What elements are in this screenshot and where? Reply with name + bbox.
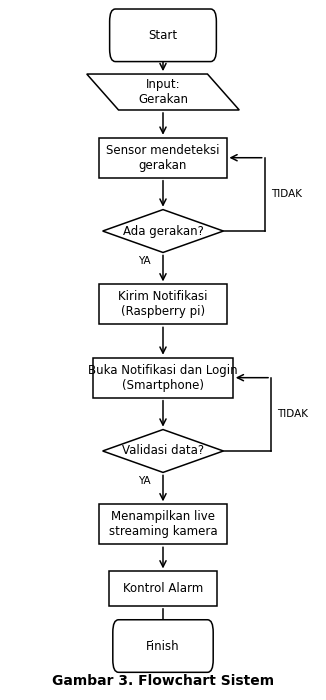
Polygon shape <box>87 74 239 110</box>
Text: Input:
Gerakan: Input: Gerakan <box>138 78 188 106</box>
Text: Validasi data?: Validasi data? <box>122 444 204 458</box>
FancyBboxPatch shape <box>110 9 216 62</box>
Text: Sensor mendeteksi
gerakan: Sensor mendeteksi gerakan <box>106 144 220 172</box>
Text: YA: YA <box>138 256 150 267</box>
Text: TIDAK: TIDAK <box>271 190 302 200</box>
Text: Ada gerakan?: Ada gerakan? <box>123 225 203 237</box>
Text: Gambar 3. Flowchart Sistem: Gambar 3. Flowchart Sistem <box>52 673 274 687</box>
Polygon shape <box>103 430 223 473</box>
Polygon shape <box>93 358 233 398</box>
Text: Kontrol Alarm: Kontrol Alarm <box>123 582 203 595</box>
Text: Kirim Notifikasi
(Raspberry pi): Kirim Notifikasi (Raspberry pi) <box>118 290 208 318</box>
Polygon shape <box>99 504 227 545</box>
Text: TIDAK: TIDAK <box>277 410 308 419</box>
Text: Finish: Finish <box>146 640 180 652</box>
Text: YA: YA <box>138 477 150 486</box>
Text: Start: Start <box>148 29 178 42</box>
Polygon shape <box>109 571 217 606</box>
Text: Menampilkan live
streaming kamera: Menampilkan live streaming kamera <box>109 510 217 538</box>
Polygon shape <box>99 138 227 178</box>
FancyBboxPatch shape <box>113 620 213 672</box>
Polygon shape <box>103 209 223 253</box>
Polygon shape <box>99 284 227 324</box>
Text: Buka Notifikasi dan Login
(Smartphone): Buka Notifikasi dan Login (Smartphone) <box>88 364 238 392</box>
